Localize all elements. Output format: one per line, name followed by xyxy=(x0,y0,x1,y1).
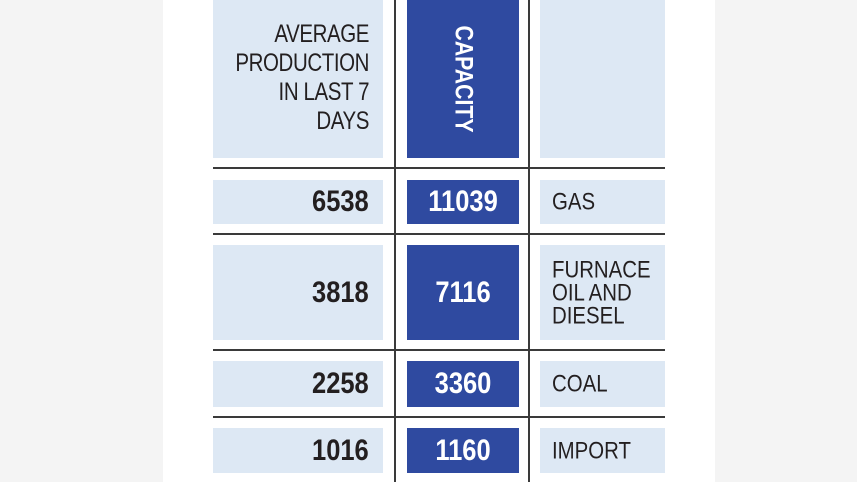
source-label: FURNACE OIL AND DIESEL xyxy=(552,256,651,329)
source-cell: IMPORT xyxy=(540,428,665,473)
column-divider xyxy=(394,0,396,482)
row-divider xyxy=(213,167,665,169)
source-cell: COAL xyxy=(540,361,665,407)
production-cell: 1016 xyxy=(213,428,383,473)
source-label: GAS xyxy=(552,188,596,216)
row-divider xyxy=(213,349,665,351)
production-cell: 2258 xyxy=(213,361,383,407)
capacity-value: 11039 xyxy=(428,185,498,218)
production-value: 1016 xyxy=(312,433,369,467)
production-cell: 6538 xyxy=(213,180,383,224)
production-value: 6538 xyxy=(312,185,369,218)
row-divider xyxy=(213,233,665,235)
column-divider xyxy=(528,0,530,482)
source-cell: GAS xyxy=(540,180,665,224)
production-cell: 3818 xyxy=(213,245,383,340)
header-source-cell xyxy=(540,0,665,158)
production-value: 2258 xyxy=(312,367,369,400)
row-divider xyxy=(213,416,665,418)
header-production-label: AVERAGE PRODUCTION IN LAST 7 DAYS xyxy=(235,20,369,135)
capacity-cell: 11039 xyxy=(407,180,519,224)
capacity-cell: 1160 xyxy=(407,428,519,473)
source-label: IMPORT xyxy=(552,437,631,464)
header-capacity-cell: CAPACITY xyxy=(407,0,519,158)
header-capacity-label: CAPACITY xyxy=(449,25,478,133)
header-production-cell: AVERAGE PRODUCTION IN LAST 7 DAYS xyxy=(213,0,383,158)
capacity-cell: 3360 xyxy=(407,361,519,407)
capacity-cell: 7116 xyxy=(407,245,519,340)
source-cell: FURNACE OIL AND DIESEL xyxy=(540,245,665,340)
capacity-value: 3360 xyxy=(434,367,492,400)
capacity-value: 1160 xyxy=(435,433,491,467)
capacity-value: 7116 xyxy=(435,275,491,309)
production-value: 3818 xyxy=(312,275,369,309)
source-label: COAL xyxy=(552,370,608,398)
power-table: AVERAGE PRODUCTION IN LAST 7 DAYS CAPACI… xyxy=(163,0,715,482)
